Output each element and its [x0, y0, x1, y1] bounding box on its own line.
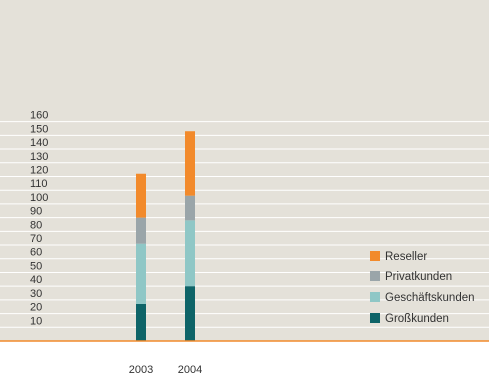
- legend-label: Großkunden: [385, 313, 449, 325]
- y-tick-label: 10: [30, 315, 42, 327]
- y-tick-label: 140: [30, 137, 48, 149]
- y-tick-label: 80: [30, 219, 42, 231]
- y-tick-label: 50: [30, 260, 42, 272]
- bar-segment-2003-1: [136, 243, 146, 304]
- legend: Reseller Privatkunden Geschäftskunden Großk…: [370, 251, 475, 325]
- legend-swatch: [370, 271, 380, 281]
- x-category-labels: 2003 2004: [129, 364, 202, 376]
- x-category-label: 2003: [129, 364, 153, 376]
- y-tick-label: 160: [30, 110, 48, 122]
- legend-label: Reseller: [385, 251, 427, 263]
- legend-swatch: [370, 251, 380, 261]
- y-tick-label: 40: [30, 274, 42, 286]
- y-tick-label: 70: [30, 233, 42, 245]
- bar-segment-2003-3: [136, 173, 146, 218]
- y-tick-label: 120: [30, 164, 48, 176]
- legend-swatch: [370, 313, 380, 323]
- bar-segment-2004-3: [185, 131, 195, 196]
- y-tick-label: 30: [30, 288, 42, 300]
- x-category-label: 2004: [178, 364, 202, 376]
- bar-segment-2003-2: [136, 217, 146, 244]
- bar-segment-2003-0: [136, 303, 146, 341]
- y-tick-label: 110: [30, 178, 48, 190]
- plot-background: [0, 0, 489, 341]
- y-tick-label: 130: [30, 151, 48, 163]
- bars: [136, 131, 195, 341]
- bar-segment-2004-2: [185, 195, 195, 221]
- y-tick-label: 150: [30, 123, 48, 135]
- gridlines: [0, 121, 489, 328]
- bar-segment-2004-1: [185, 220, 195, 287]
- legend-label: Privatkunden: [385, 271, 452, 283]
- bar-segment-2004-0: [185, 286, 195, 341]
- legend-label: Geschäftskunden: [385, 292, 475, 304]
- y-tick-label: 60: [30, 247, 42, 259]
- y-tick-label: 90: [30, 206, 42, 218]
- legend-swatch: [370, 292, 380, 302]
- y-tick-label: 100: [30, 192, 48, 204]
- y-tick-label: 20: [30, 302, 42, 314]
